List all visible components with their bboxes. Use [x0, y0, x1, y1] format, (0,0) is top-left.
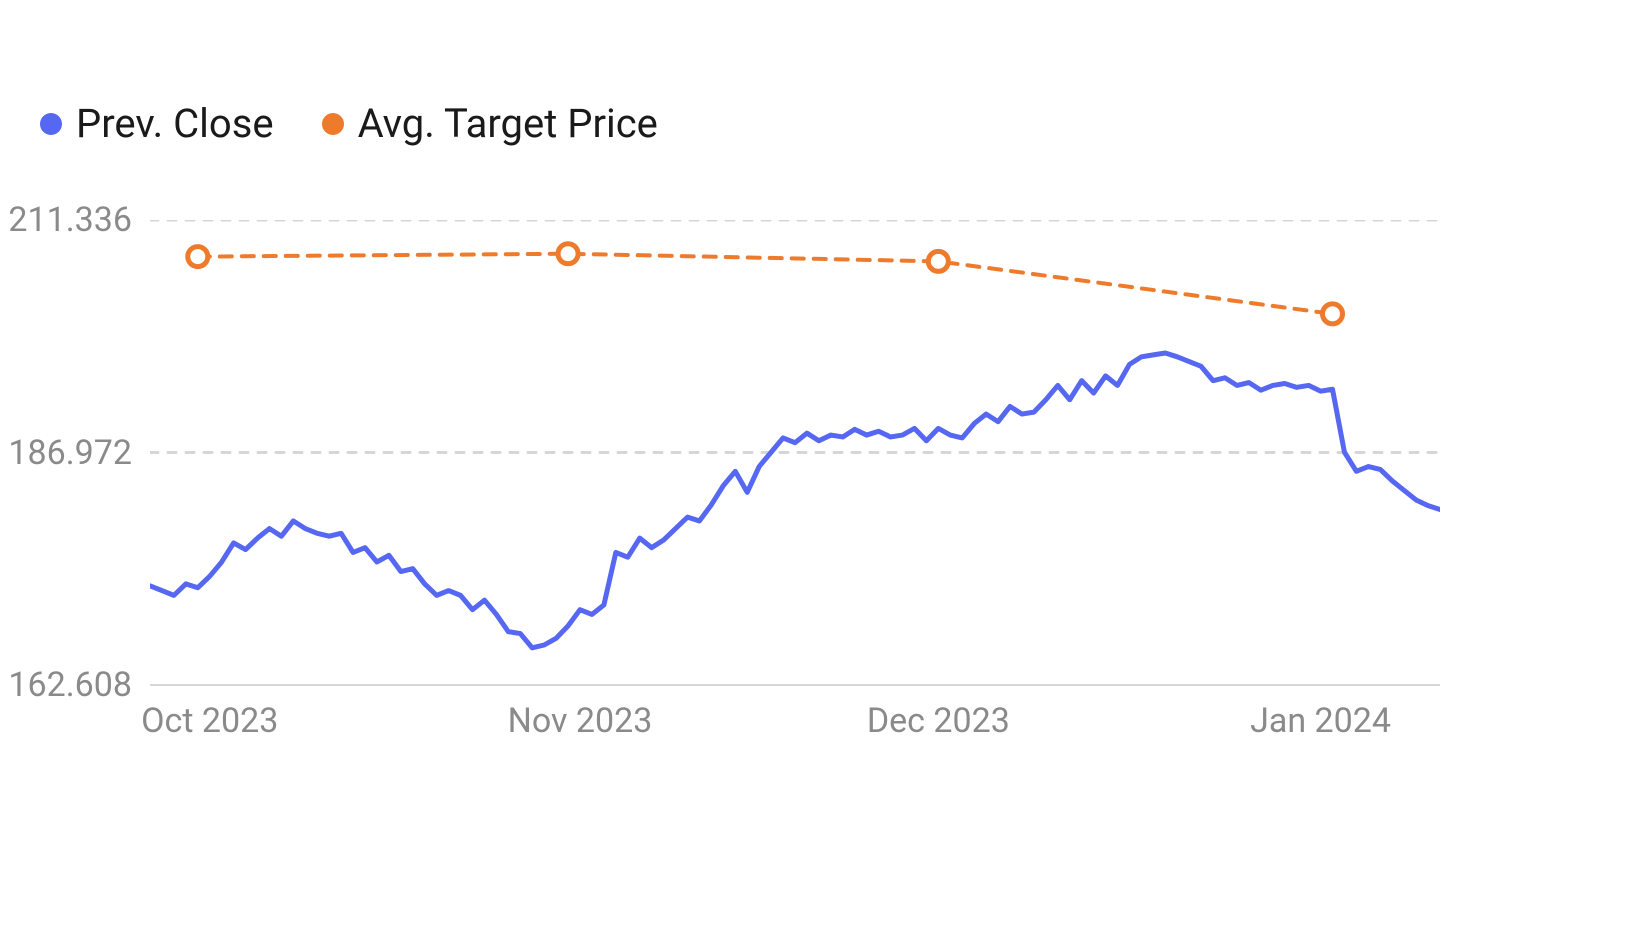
target-price-line	[198, 254, 1333, 314]
x-axis-tick-label: Oct 2023	[141, 701, 278, 741]
y-axis-tick-label: 186.972	[8, 433, 132, 473]
x-axis-tick-label: Dec 2023	[867, 701, 1010, 741]
prev-close-line	[150, 353, 1440, 648]
legend-marker	[322, 113, 344, 135]
legend-item: Avg. Target Price	[322, 100, 658, 147]
chart-legend: Prev. Close Avg. Target Price	[40, 100, 658, 147]
y-axis-tick-label: 162.608	[8, 665, 132, 705]
y-axis-tick-label: 211.336	[8, 200, 132, 240]
price-chart: Prev. Close Avg. Target Price 211.336 186.…	[0, 0, 1636, 936]
x-axis-tick-label: Jan 2024	[1250, 701, 1391, 741]
legend-label: Prev. Close	[76, 100, 274, 147]
legend-label: Avg. Target Price	[358, 100, 658, 147]
target-price-marker	[1323, 304, 1343, 324]
target-price-marker	[928, 251, 948, 271]
chart-plot-area	[150, 220, 1440, 689]
legend-marker	[40, 113, 62, 135]
target-price-marker	[558, 244, 578, 264]
legend-item: Prev. Close	[40, 100, 274, 147]
x-axis-tick-label: Nov 2023	[508, 701, 653, 741]
target-price-marker	[188, 247, 208, 267]
